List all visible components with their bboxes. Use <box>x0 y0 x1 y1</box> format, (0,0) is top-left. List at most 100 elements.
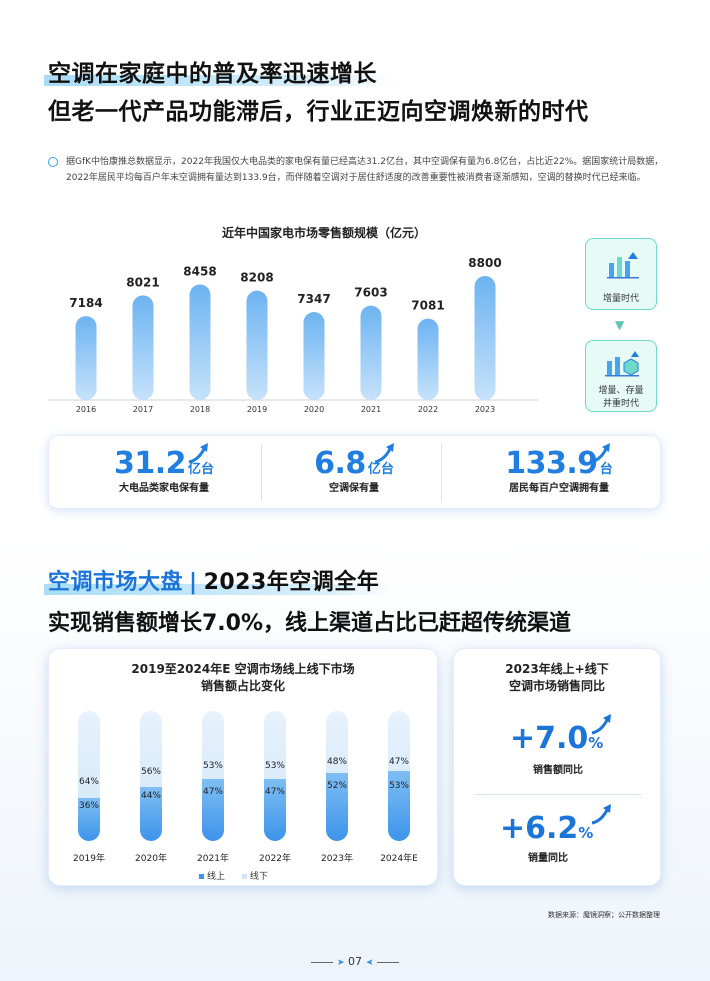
offline-pct: 53% <box>264 761 285 771</box>
sales-yoy-value: +7.0% <box>510 721 603 756</box>
trend-up-arrow-icon <box>591 714 611 735</box>
offline-pct: 64% <box>78 777 99 787</box>
retail-year-tick: 2018 <box>190 405 210 414</box>
online-segment <box>264 779 286 841</box>
channel-column-2023 <box>326 711 348 841</box>
trend-up-arrow-icon <box>591 804 611 825</box>
page-number: ➤ 07 ➤ <box>0 955 710 968</box>
legend-swatch-online <box>199 874 204 879</box>
year-label: 2021年 <box>197 854 229 864</box>
retail-bar-value-label: 8021 <box>126 275 159 289</box>
online-pct: 47% <box>202 787 223 797</box>
channel-column-2021 <box>202 711 224 841</box>
year-label: 2024年E <box>380 854 418 864</box>
stats-card: 31.2 亿台 大电品类家电保有量 6.8 亿台 空调保有量 133.9 台 居民每百… <box>48 435 661 509</box>
online-pct: 47% <box>264 787 285 797</box>
online-pct: 52% <box>326 781 347 791</box>
stat-value: 31.2 <box>113 446 187 481</box>
offline-pct: 48% <box>326 757 347 767</box>
section2-title: 空调市场大盘 | 2023年空调全年 <box>43 567 394 599</box>
online-segment <box>140 787 162 841</box>
era-label-increment: 增量时代 <box>602 294 639 304</box>
section2-subtitle: 实现销售额增长7.0%，线上渠道占比已赶超传统渠道 <box>48 611 572 636</box>
retail-bar-value-label: 7184 <box>69 296 102 310</box>
online-segment <box>78 798 100 841</box>
stat-value: 6.8 <box>314 446 366 481</box>
retail-bar-value-label: 7347 <box>297 292 330 306</box>
era-box-increment: 增量时代 <box>585 238 657 310</box>
section2-title-blue: 空调市场大盘 <box>48 570 184 595</box>
yoy-title-l1: 2023年线上+线下 <box>505 662 609 676</box>
retail-bar-2021 <box>360 305 382 400</box>
era-box-increment-stock: 增量、存量 并重时代 <box>585 340 657 412</box>
intro-paragraph: 据GfK中怡康推总数据显示，2022年我国仅大电品类的家电保有量已经高达31.2… <box>48 154 668 186</box>
channel-column-2022 <box>264 711 286 841</box>
channel-chart-title-l1: 2019至2024年E 空调市场线上线下市场 <box>131 662 355 676</box>
intro-text: 据GfK中怡康推总数据显示，2022年我国仅大电品类的家电保有量已经高达31.2… <box>66 157 664 183</box>
year-label: 2023年 <box>321 854 353 864</box>
page-headline: 空调在家庭中的普及率迅速增长 但老一代产品功能滞后，行业正迈向空调焕新的时代 <box>44 58 589 128</box>
growth-chart-icon <box>607 252 639 279</box>
cube-chart-icon <box>605 351 639 377</box>
sales-yoy-label: 销售额同比 <box>533 765 583 776</box>
stat-appliance-stock: 31.2 亿台 大电品类家电保有量 <box>89 446 239 494</box>
channel-share-card: 2019至2024年E 空调市场线上线下市场 销售额占比变化 64% 36% 2… <box>48 648 438 886</box>
retail-year-tick: 2023 <box>475 405 495 414</box>
arrow-right-icon: ➤ <box>336 958 345 968</box>
headline-line-1: 空调在家庭中的普及率迅速增长 <box>44 58 391 90</box>
online-segment <box>326 773 348 841</box>
stat-unit: 台 <box>599 462 613 477</box>
stat-unit: 亿台 <box>367 462 394 477</box>
arrow-left-icon: ➤ <box>365 958 374 968</box>
offline-pct: 53% <box>202 761 223 771</box>
year-label: 2019年 <box>73 854 105 864</box>
stat-per-hundred-households: 133.9 台 居民每百户空调拥有量 <box>484 446 634 494</box>
yoy-card: 2023年线上+线下 空调市场销售同比 +7.0% 销售额同比 +6.2% 销量… <box>453 648 661 886</box>
era-label-both-l1: 增量、存量 <box>598 386 644 396</box>
offline-pct: 47% <box>388 757 409 767</box>
channel-legend: 线上 线下 <box>199 869 268 882</box>
channel-column-2020 <box>140 711 162 841</box>
retail-year-tick: 2021 <box>361 405 381 414</box>
year-label: 2022年 <box>259 854 291 864</box>
retail-year-tick: 2016 <box>76 405 96 414</box>
channel-column-2019 <box>78 711 100 841</box>
footer-rule <box>310 961 333 963</box>
retail-bar-value-label: 7081 <box>411 299 444 313</box>
online-pct: 53% <box>388 781 409 791</box>
online-segment <box>202 779 224 841</box>
sales-yoy-number: +7.0 <box>510 721 589 756</box>
volume-yoy-value: +6.2% <box>500 811 593 846</box>
volume-yoy-label: 销量同比 <box>528 853 568 864</box>
era-label-both-l2: 并重时代 <box>602 399 639 409</box>
online-segment <box>388 771 410 841</box>
page-number-text: 07 <box>348 955 362 968</box>
bullet-circle-icon <box>48 157 58 167</box>
retail-bar-2022 <box>417 318 439 400</box>
retail-bar-2016 <box>75 316 97 400</box>
chevron-down-icon: ▼ <box>615 318 625 332</box>
stat-divider <box>261 444 262 502</box>
yoy-divider <box>474 794 642 795</box>
retail-chart-title: 近年中国家电市场零售额规模（亿元） <box>221 226 426 240</box>
retail-bar-value-label: 8458 <box>183 264 216 278</box>
legend-online-label: 线上 <box>207 872 226 882</box>
section2-separator: | <box>189 570 198 595</box>
footer-rule <box>377 961 400 963</box>
retail-bar-2017 <box>132 295 154 400</box>
retail-bar-2019 <box>246 290 268 400</box>
stat-label: 居民每百户空调拥有量 <box>509 483 609 494</box>
retail-bar-2020 <box>303 312 325 400</box>
retail-bar-value-label: 7603 <box>354 286 387 300</box>
section2-title-rest: 2023年空调全年 <box>203 570 380 595</box>
retail-bar-2023 <box>474 276 496 400</box>
legend-offline-label: 线下 <box>249 872 268 882</box>
stat-value: 133.9 <box>505 446 598 481</box>
channel-chart-title-l2: 销售额占比变化 <box>200 679 285 693</box>
retail-year-tick: 2020 <box>304 405 324 414</box>
stat-unit: 亿台 <box>188 462 215 477</box>
volume-yoy-number: +6.2 <box>500 811 579 846</box>
trend-up-arrow-icon <box>188 443 208 464</box>
online-pct: 36% <box>78 801 99 811</box>
legend-swatch-offline <box>241 874 247 879</box>
